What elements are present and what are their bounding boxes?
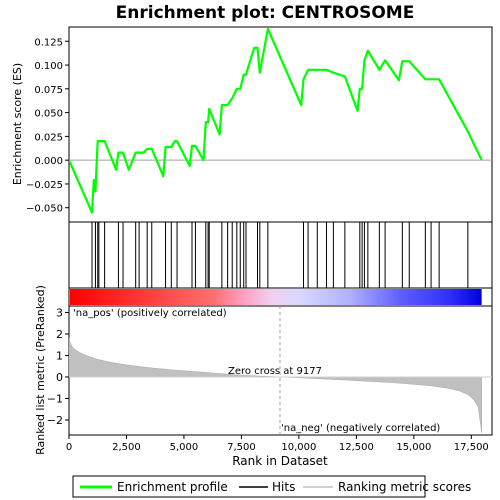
- hits-frame: [68, 221, 493, 289]
- x-tick-label: 5,000: [170, 442, 199, 453]
- x-tick-label: 15,000: [396, 442, 431, 453]
- es-y-tick-label: 0.025: [34, 132, 63, 143]
- heatbar-gradient: [70, 289, 482, 305]
- rank-heatbar: [68, 287, 493, 307]
- es-y-tick-label: 0.125: [34, 37, 63, 48]
- hits-panel: [68, 221, 493, 289]
- x-tick-label: 12,500: [339, 442, 374, 453]
- rank-y-tick-label: −1: [47, 392, 63, 405]
- chart-title: Enrichment plot: CENTROSOME: [116, 3, 415, 23]
- legend-hits-label: Hits: [272, 480, 295, 494]
- es-y-tick-label: 0.100: [34, 61, 63, 72]
- es-y-tick-label: 0.075: [34, 85, 63, 96]
- x-tick-label: 2,500: [112, 442, 141, 453]
- x-tick-label: 0: [66, 442, 72, 453]
- positive-correlation-label: 'na_pos' (positively correlated): [73, 308, 227, 319]
- x-axis-label: Rank in Dataset: [232, 454, 328, 468]
- es-y-axis-label: Enrichment score (ES): [11, 63, 24, 185]
- enrichment-profile-line: [69, 27, 483, 214]
- es-y-tick-label: 0.000: [34, 156, 63, 167]
- es-y-tick-label: −0.025: [26, 180, 63, 191]
- rank-y-tick-label: 1: [56, 349, 63, 362]
- rank-y-tick-label: 0: [56, 371, 63, 384]
- hit-markers: [91, 222, 469, 288]
- negative-correlation-label: 'na_neg' (negatively correlated): [281, 423, 440, 434]
- legend-metric-label: Ranking metric scores: [338, 480, 471, 494]
- rank-y-axis-label: Ranked list metric (PreRanked): [34, 285, 47, 455]
- es-panel: 0.125 0.100 0.075 0.050 0.025 0.000 −0.025 −0.0…: [11, 26, 493, 223]
- x-tick-label: 17,500: [454, 442, 489, 453]
- es-y-tick-label: −0.050: [26, 204, 63, 215]
- es-y-axis-ticks: 0.125 0.100 0.075 0.050 0.025 0.000 −0.025 −0.0…: [26, 37, 69, 215]
- es-y-tick-label: 0.050: [34, 109, 63, 120]
- rank-y-tick-label: 3: [56, 306, 63, 319]
- rank-y-axis-ticks: 3 2 1 0 −1 −2: [47, 306, 69, 427]
- x-axis-ticks: 0 2,500 5,000 7,500 10,000 12,500 15,000 17,500: [66, 435, 489, 453]
- legend: Enrichment profile Hits Ranking metric s…: [72, 475, 471, 498]
- rank-y-tick-label: 2: [56, 328, 63, 341]
- x-tick-label: 7,500: [227, 442, 256, 453]
- zero-cross-label: Zero cross at 9177: [228, 366, 322, 377]
- rank-metric-panel: 3 2 1 0 −1 −2 'na_pos' (positively correlated…: [34, 285, 493, 455]
- rank-y-tick-label: −2: [47, 414, 63, 427]
- legend-profile-label: Enrichment profile: [117, 480, 228, 494]
- x-tick-label: 10,000: [281, 442, 316, 453]
